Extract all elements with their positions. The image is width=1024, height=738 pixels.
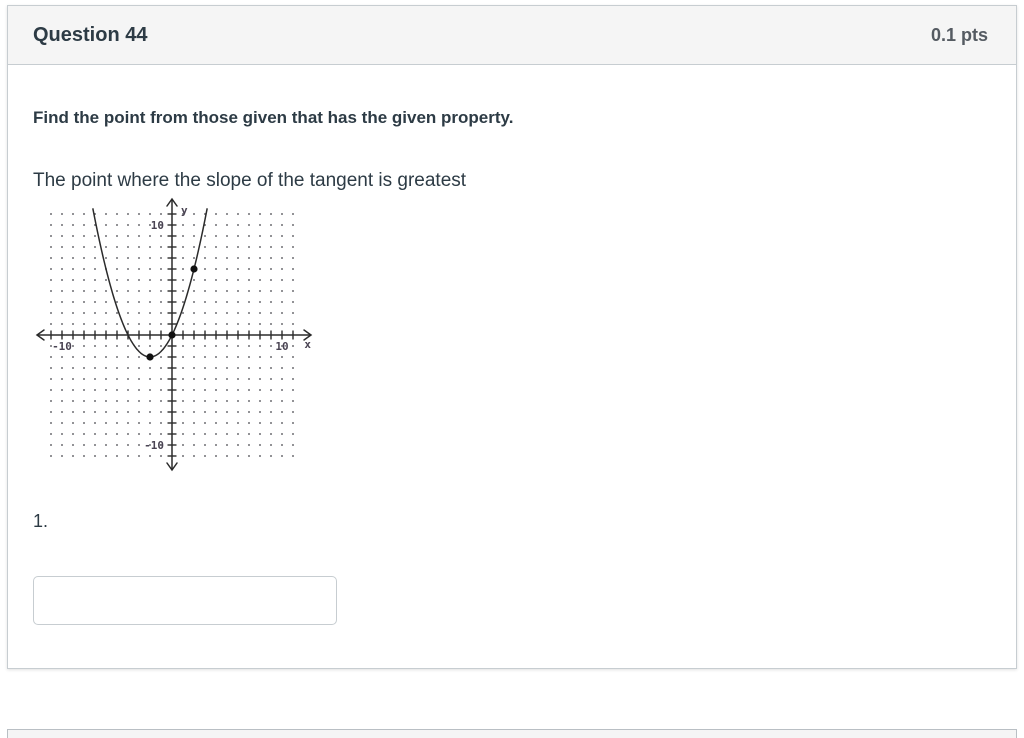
answer-input[interactable] xyxy=(33,576,337,626)
svg-text:x: x xyxy=(304,338,311,351)
svg-text:-10: -10 xyxy=(52,340,72,353)
answer-number-label: 1. xyxy=(33,511,49,532)
question-instruction: Find the point from those given that has… xyxy=(33,108,514,127)
next-question-card-edge xyxy=(7,729,1017,738)
svg-text:10: 10 xyxy=(275,340,288,353)
question-points-badge: 0.1 pts xyxy=(930,24,988,45)
question-body: Find the point from those given that has… xyxy=(8,107,1016,668)
svg-text:-10: -10 xyxy=(144,439,164,452)
svg-text:y: y xyxy=(181,204,188,217)
question-header: Question 44 0.1 pts xyxy=(8,6,1016,65)
coordinate-plane-graph: -10 10 10 -10 x y xyxy=(33,193,315,475)
svg-text:10: 10 xyxy=(151,219,164,232)
question-prompt: The point where the slope of the tangent… xyxy=(33,170,467,192)
question-title: Question 44 xyxy=(33,23,148,46)
question-card: Question 44 0.1 pts Find the point from … xyxy=(7,5,1017,670)
